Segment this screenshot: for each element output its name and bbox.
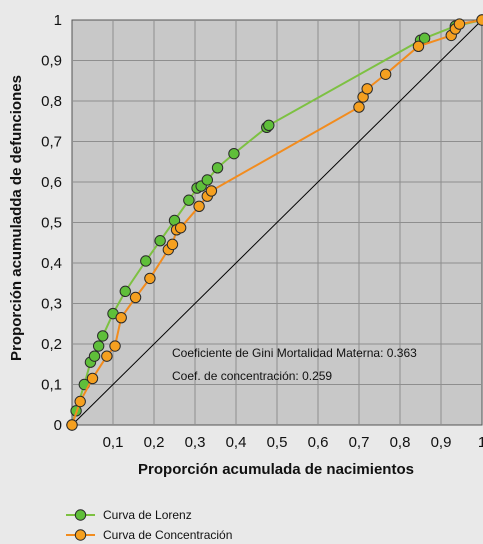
data-point (193, 200, 205, 213)
data-point (86, 372, 99, 385)
y-tick-label: 0,8 (41, 93, 62, 110)
data-point (183, 194, 195, 206)
x-tick-label: 0,6 (308, 434, 329, 451)
y-tick-label: 0,5 (41, 215, 62, 232)
legend-swatch-marker (74, 529, 87, 541)
data-point (228, 147, 240, 160)
legend-item: Curva de Concentración (66, 528, 232, 542)
y-tick-label: 0,1 (41, 377, 62, 394)
data-point (361, 83, 373, 95)
data-point (66, 419, 78, 431)
data-point (92, 340, 105, 352)
y-tick-label: 0,4 (41, 255, 62, 272)
x-axis-ticks: 0,1 0,2 0,3 0,4 0,5 0,6 0,7 0,8 0,9 1 (103, 434, 483, 451)
data-point (166, 238, 179, 251)
data-point (353, 101, 365, 113)
data-point (115, 311, 127, 324)
y-tick-label: 0,7 (41, 134, 62, 151)
data-point (88, 350, 101, 362)
data-point (379, 68, 392, 80)
equality-line (71, 19, 483, 426)
data-point (97, 330, 109, 342)
series-layer (66, 14, 483, 431)
data-point (412, 40, 425, 53)
data-point (129, 291, 142, 304)
y-axis-ticks: 0 0,1 0,2 0,3 0,4 0,5 0,6 0,7 0,8 0,9 1 (41, 12, 62, 434)
data-point (174, 222, 187, 234)
data-point (144, 272, 156, 285)
data-point (263, 119, 275, 132)
x-tick-label: 0,4 (226, 434, 247, 451)
data-point (211, 162, 224, 174)
x-tick-label: 0,7 (349, 434, 370, 451)
data-point (119, 285, 132, 298)
y-tick-label: 1 (54, 12, 62, 29)
series-concentration (66, 14, 483, 431)
data-point (109, 340, 121, 352)
x-tick-label: 0,3 (185, 434, 206, 451)
y-tick-label: 0,3 (41, 296, 62, 313)
x-tick-label: 0,1 (103, 434, 124, 451)
data-point (74, 395, 86, 408)
data-point (140, 255, 152, 267)
x-tick-label: 0,5 (267, 434, 288, 451)
gini-annotation: Coeficiente de Gini Mortalidad Materna: … (172, 346, 417, 360)
data-point (476, 14, 483, 26)
legend: Curva de Lorenz Curva de Concentración (66, 508, 232, 542)
x-tick-label: 0,9 (431, 434, 452, 451)
concentration-annotation: Coef. de concentración: 0.259 (172, 369, 332, 383)
legend-swatch-marker (74, 509, 87, 521)
data-point (201, 174, 214, 186)
y-tick-label: 0,2 (41, 336, 62, 353)
legend-label: Curva de Lorenz (103, 508, 192, 522)
y-tick-label: 0 (54, 417, 62, 434)
y-tick-label: 0,9 (41, 53, 62, 70)
x-tick-label: 1 (478, 434, 483, 451)
y-tick-label: 0,6 (41, 174, 62, 191)
x-tick-label: 0,2 (144, 434, 165, 451)
x-axis-title: Proporción acumulada de nacimientos (138, 461, 414, 478)
data-point (101, 350, 113, 362)
legend-label: Curva de Concentración (103, 528, 232, 542)
data-point (205, 185, 218, 197)
legend-item: Curva de Lorenz (66, 508, 192, 522)
data-point (453, 18, 466, 30)
y-axis-title: Proporción acumuladda de defunciones (8, 75, 25, 361)
data-point (154, 235, 166, 247)
x-tick-label: 0,8 (390, 434, 411, 451)
